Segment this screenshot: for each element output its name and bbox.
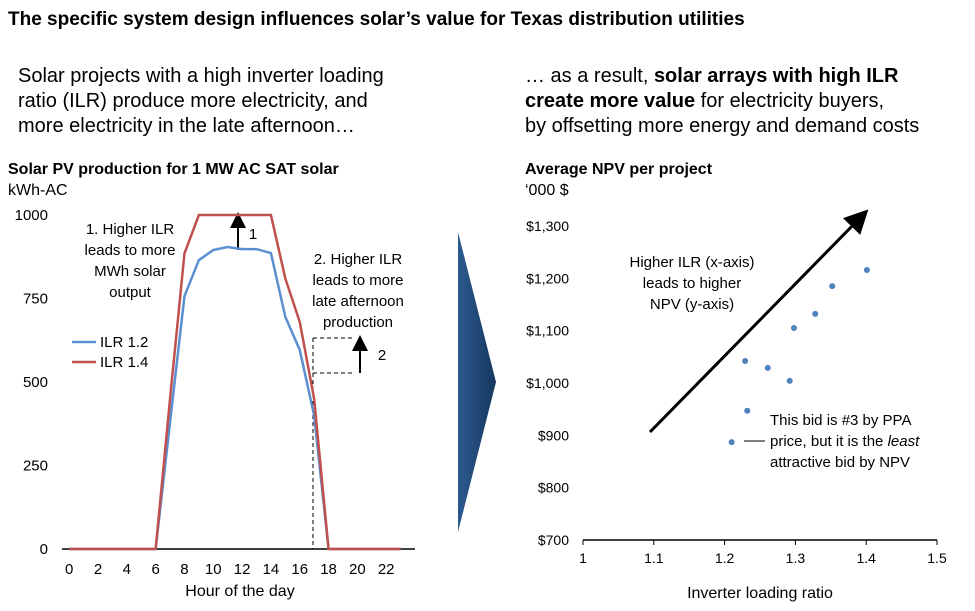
right-caption: … as a result, solar arrays with high IL… xyxy=(525,65,919,137)
point xyxy=(829,283,836,290)
y-tick-label: $1,200 xyxy=(526,270,569,286)
annotation-text: output xyxy=(109,284,152,301)
y-tick-label: $800 xyxy=(538,480,569,496)
x-axis-label: Hour of the day xyxy=(185,583,294,600)
annotation-text: leads to more xyxy=(85,242,176,259)
dashed-guides xyxy=(312,337,352,549)
svg-text:This bid is #3 by PPA: This bid is #3 by PPA xyxy=(770,412,911,429)
y-tick-label: $900 xyxy=(538,427,569,443)
series-line xyxy=(69,213,401,551)
svg-text:price, but it is the least: price, but it is the least xyxy=(770,433,920,450)
annotation-text: MWh solar xyxy=(94,263,166,280)
x-tick-label: 2 xyxy=(94,561,102,578)
annotation: 1. Higher ILR leads to more MWh solar ou… xyxy=(85,221,404,364)
x-tick-label: 1 xyxy=(579,550,587,566)
annotation-text: attractive bid by NPV xyxy=(770,454,910,471)
y-tick-label: 250 xyxy=(23,458,48,475)
x-tick-label: 8 xyxy=(180,561,188,578)
y-tick-label: 0 xyxy=(40,541,48,558)
x-tick-label: 1.4 xyxy=(856,550,876,566)
x-tick-label: 1.1 xyxy=(644,550,664,566)
annotation-text: least xyxy=(888,433,921,450)
caption-text: … as a result, xyxy=(525,65,654,87)
slide-title: The specific system design influences so… xyxy=(8,9,745,30)
svg-text:attractive bid by NPV: attractive bid by NPV xyxy=(770,454,910,471)
x-tick-label: 1.3 xyxy=(786,550,806,566)
x-tick-label: 16 xyxy=(291,561,308,578)
svg-text:create more value for electric: create more value for electricity buyers… xyxy=(525,90,884,112)
point xyxy=(764,364,771,371)
x-tick-label: 14 xyxy=(263,561,280,578)
point xyxy=(786,377,793,384)
chart-title: Solar PV production for 1 MW AC SAT sola… xyxy=(8,161,339,178)
legend-label: ILR 1.2 xyxy=(100,334,148,351)
caption-text: for electricity buyers, xyxy=(695,90,884,112)
x-tick-label: 1.5 xyxy=(927,550,947,566)
annotation-text: leads to higher xyxy=(643,275,741,292)
x-tick-label: 18 xyxy=(320,561,337,578)
annotation-text: late afternoon xyxy=(312,293,404,310)
annotation: This bid is #3 by PPA price, but it is t… xyxy=(770,412,920,471)
svg-text:Solar projects with a high inv: Solar projects with a high inverter load… xyxy=(18,65,384,87)
legend: ILR 1.2 ILR 1.4 xyxy=(72,334,148,371)
point xyxy=(863,266,870,273)
y-tick-label: 500 xyxy=(23,374,48,391)
annotation: Higher ILR (x-axis) leads to higher NPV … xyxy=(629,254,754,313)
point xyxy=(742,358,749,365)
left-caption: Solar projects with a high inverter load… xyxy=(18,65,384,137)
annotation-text: 2 xyxy=(378,347,386,364)
y-axis-label: ‘000 $ xyxy=(525,182,569,199)
annotation-text: price, but it is the xyxy=(770,433,888,450)
y-tick-label: 1000 xyxy=(15,207,48,224)
svg-text:ratio (ILR) produce more elect: ratio (ILR) produce more electricity, an… xyxy=(18,90,368,112)
svg-text:by offsetting more energy and: by offsetting more energy and demand cos… xyxy=(525,115,919,137)
y-tick-label: $1,300 xyxy=(526,218,569,234)
x-tick-label: 4 xyxy=(123,561,131,578)
x-tick-label: 10 xyxy=(205,561,222,578)
trend-arrow xyxy=(648,209,869,434)
svg-text:Higher ILR (x-axis): Higher ILR (x-axis) xyxy=(629,254,754,271)
y-tick-label: $1,100 xyxy=(526,323,569,339)
caption-text: ratio (ILR) produce more electricity, an… xyxy=(18,90,368,112)
caption-text: Solar projects with a high inverter load… xyxy=(18,65,384,87)
caption-text: solar arrays with high ILR xyxy=(654,65,899,87)
y-tick-label: $1,000 xyxy=(526,375,569,391)
point xyxy=(790,325,797,332)
svg-text:leads to higher: leads to higher xyxy=(643,275,741,292)
y-axis-label: kWh-AC xyxy=(8,182,68,199)
annotation-text: 2. Higher ILR xyxy=(314,251,403,268)
annotation-text: This bid is #3 by PPA xyxy=(770,412,911,429)
x-axis-label: Inverter loading ratio xyxy=(687,585,833,602)
x-tick-label: 6 xyxy=(151,561,159,578)
x-tick-label: 0 xyxy=(65,561,73,578)
annotation-text: NPV (y-axis) xyxy=(650,296,734,313)
x-tick-label: 22 xyxy=(378,561,395,578)
point xyxy=(728,439,735,446)
annotation-text: leads to more xyxy=(313,272,404,289)
caption-text: create more value xyxy=(525,90,695,112)
y-tick-label: $700 xyxy=(538,532,569,548)
x-tick-label: 12 xyxy=(234,561,251,578)
point xyxy=(744,407,751,414)
chart-title: Average NPV per project xyxy=(525,161,713,178)
x-tick-label: 20 xyxy=(349,561,366,578)
annotation-text: Higher ILR (x-axis) xyxy=(629,254,754,271)
point xyxy=(812,310,819,317)
chevron xyxy=(458,232,496,532)
x-tick-label: 1.2 xyxy=(715,550,735,566)
svg-text:… as a result, solar arrays wi: … as a result, solar arrays with high IL… xyxy=(525,65,899,87)
caption-text: more electricity in the late afternoon… xyxy=(18,115,355,137)
annotation-text: production xyxy=(323,314,393,331)
svg-text:more electricity in the late a: more electricity in the late afternoon… xyxy=(18,115,355,137)
annotation-text: 1. Higher ILR xyxy=(86,221,175,238)
annotation-text: 1 xyxy=(249,226,257,243)
svg-text:NPV (y-axis): NPV (y-axis) xyxy=(650,296,734,313)
legend-label: ILR 1.4 xyxy=(100,354,148,371)
y-tick-label: 750 xyxy=(23,291,48,308)
caption-text: by offsetting more energy and demand cos… xyxy=(525,115,919,137)
